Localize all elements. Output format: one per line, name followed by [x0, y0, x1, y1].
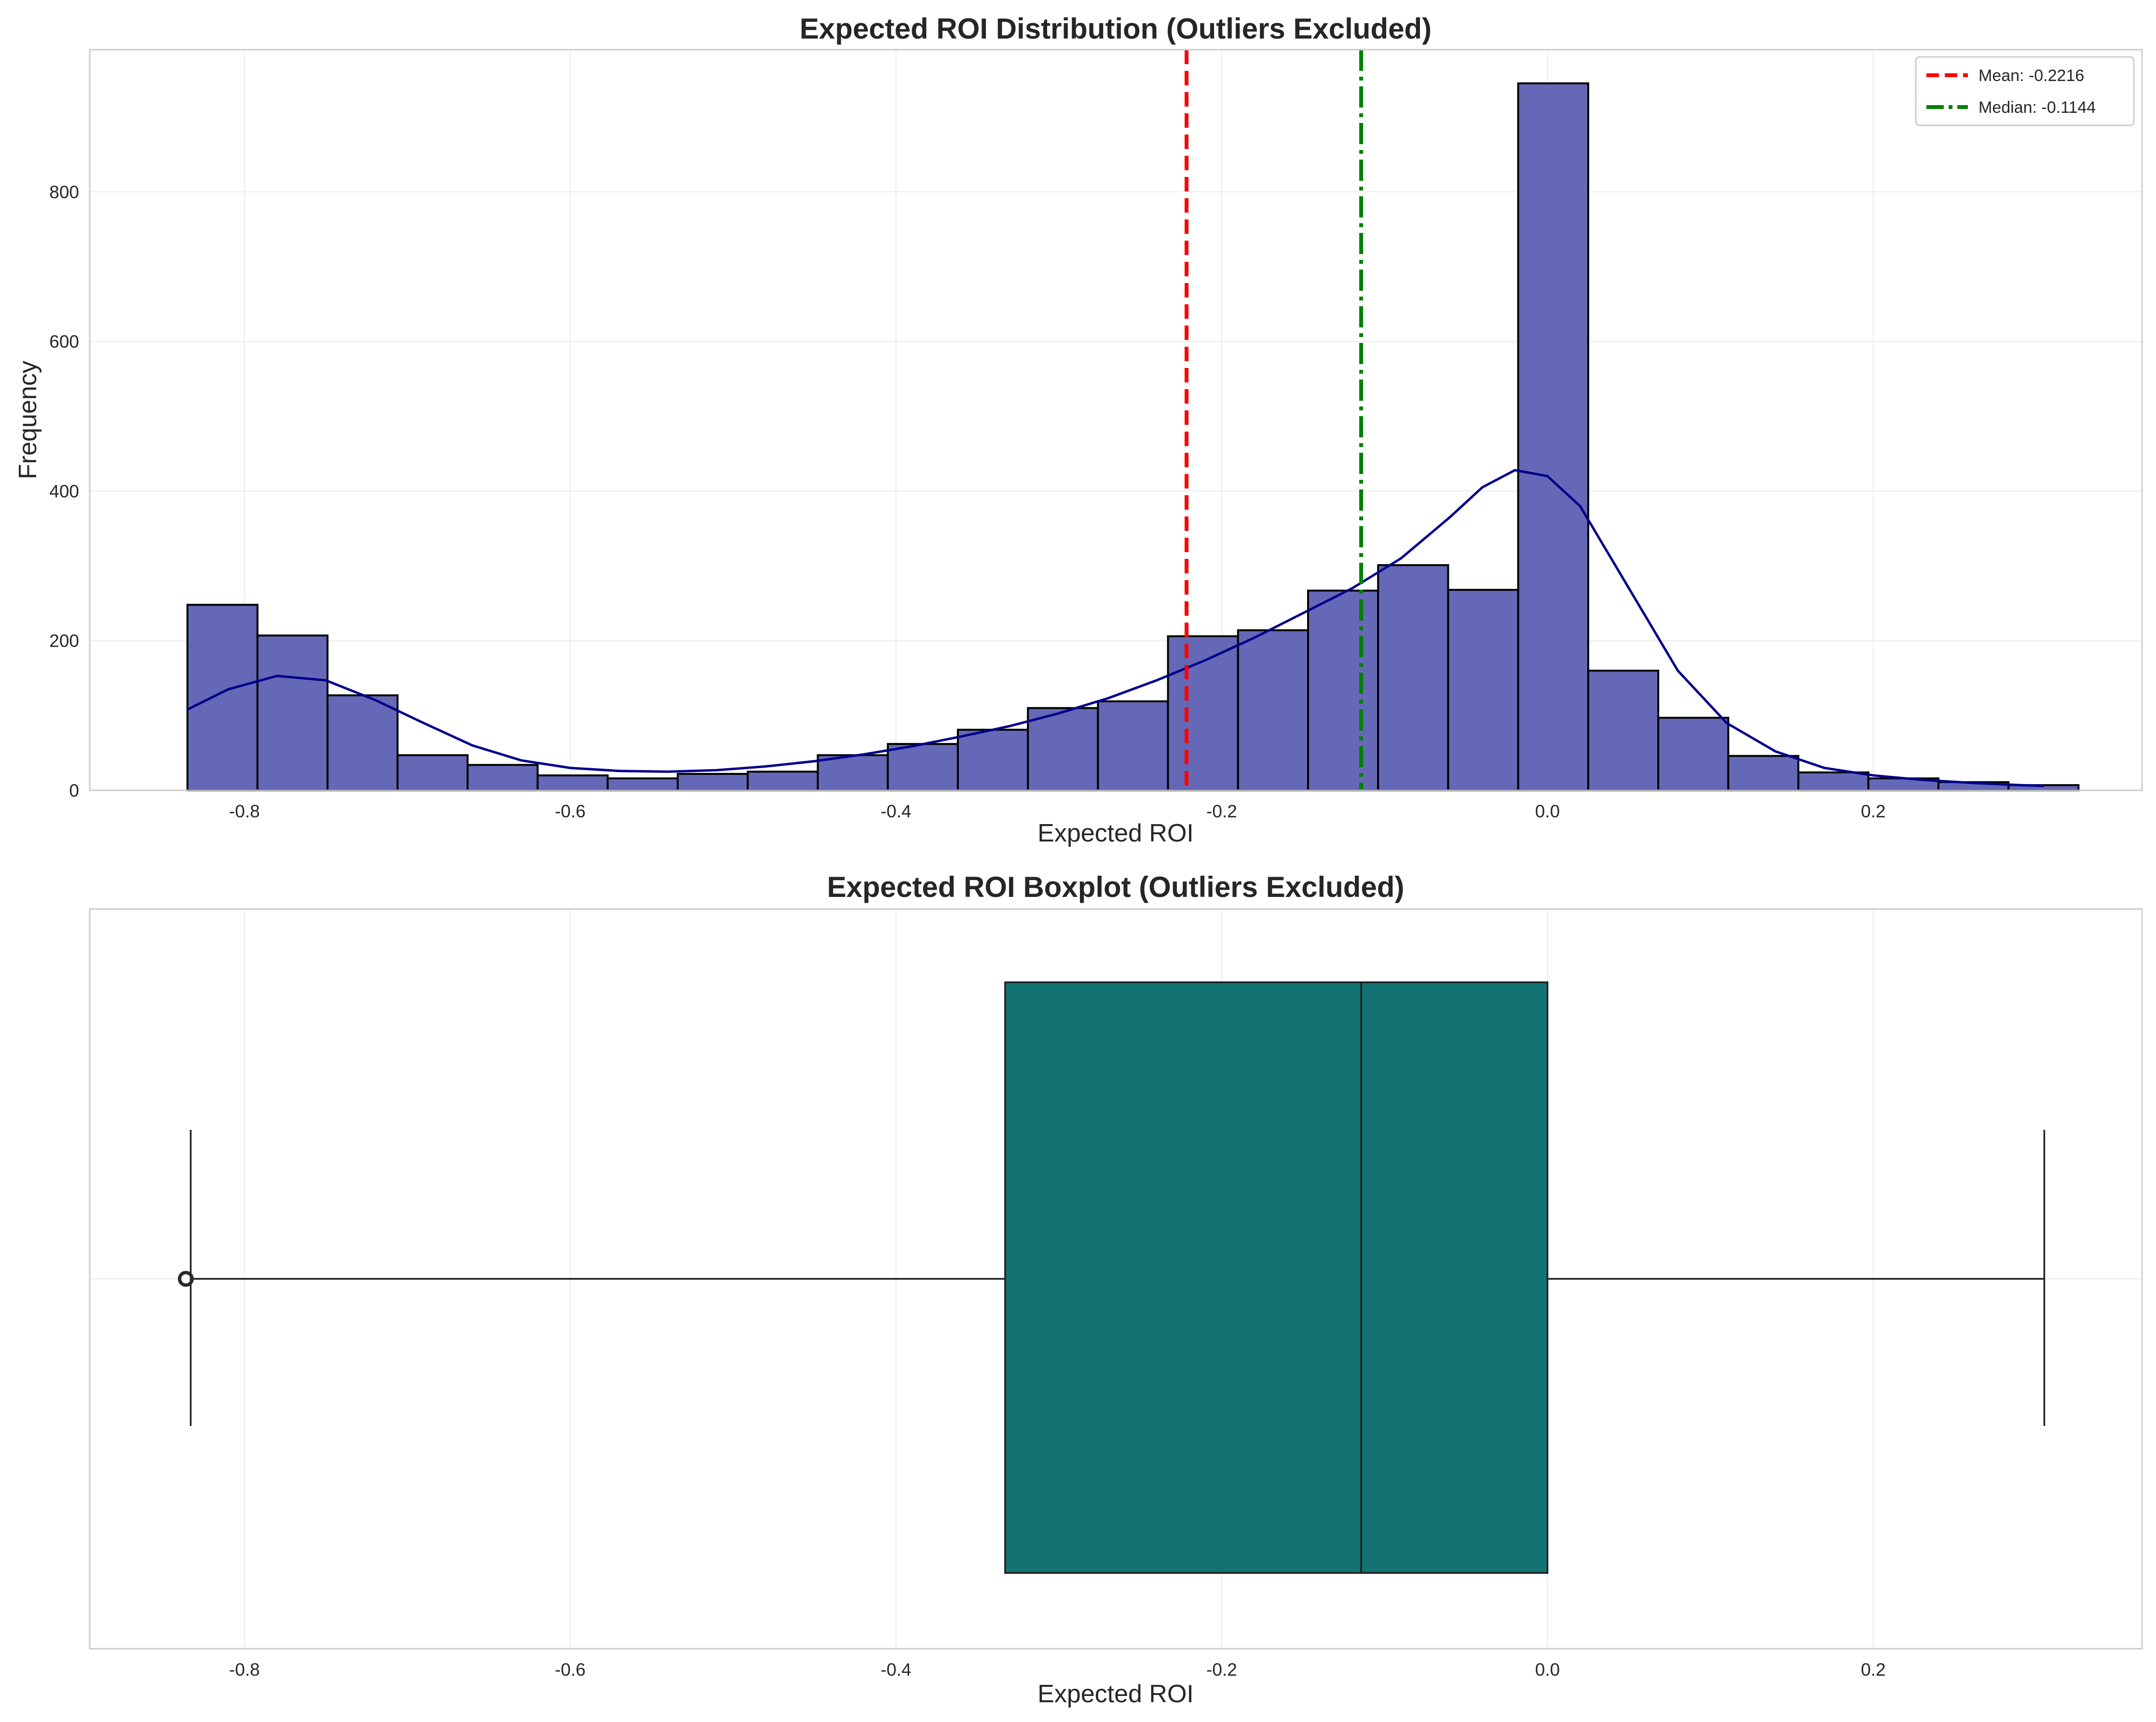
histogram-bar: [606, 777, 679, 792]
histogram-bar: [1377, 564, 1449, 791]
histogram-x-tick-label: -0.4: [881, 801, 912, 821]
boxplot-x-tick-label: -0.6: [555, 1660, 586, 1680]
histogram-bar: [1167, 635, 1239, 792]
histogram-bar: [256, 634, 329, 791]
boxplot-marks: [177, 981, 2046, 1574]
histogram-x-ticks: -0.8 -0.6 -0.4 -0.2 0.0 0.2: [229, 801, 1886, 821]
kde-curve: [187, 469, 2045, 787]
histogram-bar: [1027, 707, 1099, 792]
histogram-x-tick-label: 0.2: [1861, 801, 1885, 821]
histogram-bar: [887, 743, 959, 791]
histogram-bar: [1447, 589, 1519, 792]
histogram-bar: [1727, 755, 1800, 791]
boxplot-title: Expected ROI Boxplot (Outliers Excluded): [827, 871, 1405, 903]
histogram-x-label: Expected ROI: [1037, 819, 1194, 847]
histogram-bar: [396, 754, 469, 791]
histogram-bar: [1307, 589, 1379, 792]
histogram-x-tick-label: -0.2: [1206, 801, 1237, 821]
boxplot-x-tick-label: 0.0: [1535, 1660, 1560, 1680]
boxplot-x-tick-label: -0.8: [229, 1660, 260, 1680]
histogram-y-tick-label: 600: [49, 332, 79, 352]
legend: Mean: -0.2216 Median: -0.1144: [1915, 56, 2135, 126]
histogram-x-tick-label: 0.0: [1535, 801, 1560, 821]
boxplot-x-tick-label: -0.4: [881, 1660, 912, 1680]
histogram-bars: [186, 82, 2080, 792]
iqr-box: [1004, 981, 1549, 1574]
histogram-plot-area: [90, 50, 2142, 790]
histogram-bar: [1097, 700, 1169, 792]
boxplot-x-ticks: -0.8 -0.6 -0.4 -0.2 0.0 0.2: [229, 1660, 1886, 1680]
histogram-bar: [466, 764, 539, 792]
legend-box: [1915, 56, 2135, 126]
histogram-frame: [89, 49, 2143, 791]
boxplot-frame: [89, 908, 2143, 1650]
histogram-bar: [186, 604, 259, 791]
histogram-bar: [1237, 629, 1309, 791]
histogram-bar: [1517, 82, 1589, 791]
histogram-y-ticks: 0 200 400 600 800: [49, 182, 79, 800]
legend-median-label: Median: -0.1144: [1979, 98, 2096, 117]
histogram-y-label: Frequency: [14, 361, 42, 479]
histogram-y-tick-label: 400: [49, 481, 79, 501]
histogram-bar: [956, 729, 1029, 791]
histogram-bar: [1797, 771, 1869, 792]
boxplot-x-tick-label: -0.2: [1206, 1660, 1237, 1680]
histogram-bar: [1587, 669, 1660, 791]
legend-mean-label: Mean: -0.2216: [1979, 67, 2084, 85]
boxplot-x-label: Expected ROI: [1037, 1680, 1194, 1708]
histogram-bar: [747, 771, 819, 792]
histogram-x-tick-label: -0.6: [555, 801, 586, 821]
histogram-bar: [327, 694, 399, 791]
boxplot-x-tick-label: 0.2: [1861, 1660, 1885, 1680]
histogram-x-tick-label: -0.8: [229, 801, 260, 821]
histogram-title: Expected ROI Distribution (Outliers Excl…: [800, 13, 1432, 45]
histogram-y-tick-label: 800: [49, 182, 79, 202]
histogram-bar: [536, 774, 609, 792]
histogram-bar: [1657, 717, 1730, 792]
histogram-y-tick-label: 200: [49, 631, 79, 651]
histogram-y-tick-label: 0: [69, 781, 79, 800]
histogram-bar: [677, 773, 749, 792]
histogram-axes: -0.8 -0.6 -0.4 -0.2 0.0 0.2 0 200 400 600 800 Exp…: [14, 13, 2143, 847]
outlier-point: [177, 1271, 194, 1287]
boxplot-axes: -0.8 -0.6 -0.4 -0.2 0.0 0.2 Expected ROI Boxp…: [89, 871, 2143, 1708]
